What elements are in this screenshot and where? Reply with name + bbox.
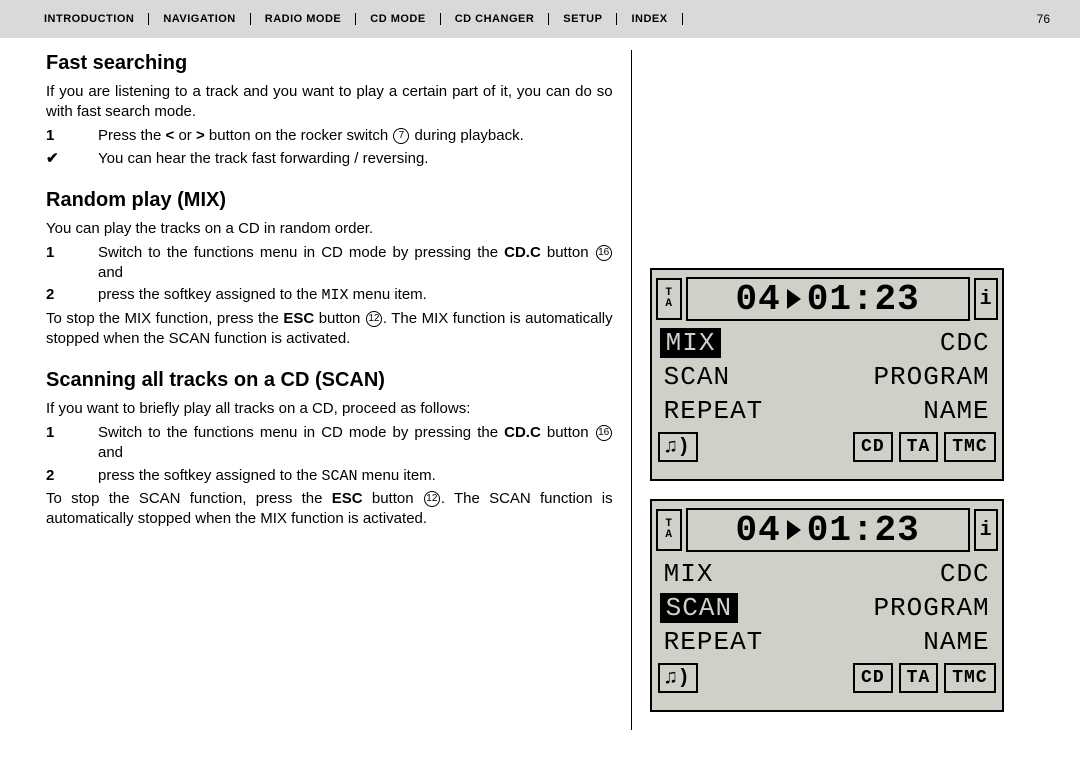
main-content: Fast searching If you are listening to a… (0, 38, 1080, 730)
play-icon (787, 289, 801, 309)
ref-16-icon: 16 (596, 245, 612, 261)
music-note-icon: ♫) (658, 432, 698, 462)
heading-scan: Scanning all tracks on a CD (SCAN) (46, 367, 613, 393)
paragraph: To stop the MIX function, press the ESC … (46, 309, 613, 349)
paragraph: You can play the tracks on a CD in rando… (46, 219, 613, 239)
step-2: 2 press the softkey assigned to the MIX … (46, 285, 613, 306)
nav-cd-changer[interactable]: Cd Changer (441, 13, 550, 25)
nav-radio-mode[interactable]: Radio Mode (251, 13, 357, 25)
heading-random-play: Random play (MIX) (46, 187, 613, 213)
paragraph: If you want to briefly play all tracks o… (46, 399, 613, 419)
cd-indicator: CD (853, 663, 893, 693)
lcd-display-mix: TA 04 01:23 i MIX CDC SCAN PROGRAM (650, 268, 1004, 481)
softkey-mix: MIX (660, 328, 722, 358)
softkey-program: PROGRAM (869, 593, 993, 623)
result-row: ✔ You can hear the track fast forwarding… (46, 149, 613, 169)
text-column: Fast searching If you are listening to a… (46, 50, 632, 730)
track-time-display: 04 01:23 (686, 508, 970, 552)
cd-indicator: CD (853, 432, 893, 462)
ta-bottom-indicator: TA (899, 663, 939, 693)
section-scan: Scanning all tracks on a CD (SCAN) If yo… (46, 367, 613, 529)
ta-indicator: TA (656, 509, 682, 551)
nav-setup[interactable]: Setup (549, 13, 617, 25)
ref-7-icon: 7 (393, 128, 409, 144)
tmc-indicator: TMC (944, 663, 995, 693)
step-text: Press the < or > button on the rocker sw… (98, 126, 613, 146)
step-text: Switch to the functions menu in CD mode … (98, 243, 613, 283)
ref-12-icon: 12 (366, 311, 382, 327)
ref-16-icon: 16 (596, 425, 612, 441)
heading-fast-searching: Fast searching (46, 50, 613, 76)
ref-12-icon: 12 (424, 491, 440, 507)
paragraph: If you are listening to a track and you … (46, 82, 613, 122)
step-1: 1 Switch to the functions menu in CD mod… (46, 423, 613, 463)
softkey-repeat: REPEAT (660, 627, 768, 657)
page-number: 76 (1031, 12, 1050, 26)
section-random-play: Random play (MIX) You can play the track… (46, 187, 613, 349)
step-1: 1 Press the < or > button on the rocker … (46, 126, 613, 146)
nav-index[interactable]: Index (617, 13, 682, 25)
nav-introduction[interactable]: Introduction (30, 13, 149, 25)
step-number: 1 (46, 423, 98, 463)
softkey-scan: SCAN (660, 362, 734, 392)
ta-indicator: TA (656, 278, 682, 320)
checkmark-icon: ✔ (46, 149, 98, 169)
step-2: 2 press the softkey assigned to the SCAN… (46, 466, 613, 487)
lcd-display-scan: TA 04 01:23 i MIX CDC SCAN PROGRAM (650, 499, 1004, 712)
softkey-cdc: CDC (936, 559, 994, 589)
softkey-scan: SCAN (660, 593, 738, 623)
softkey-cdc: CDC (936, 328, 994, 358)
top-nav: Introduction Navigation Radio Mode Cd Mo… (0, 0, 1080, 38)
play-icon (787, 520, 801, 540)
step-number: 1 (46, 126, 98, 146)
step-text: Switch to the functions menu in CD mode … (98, 423, 613, 463)
step-number: 2 (46, 466, 98, 487)
step-text: press the softkey assigned to the SCAN m… (98, 466, 613, 487)
section-fast-searching: Fast searching If you are listening to a… (46, 50, 613, 169)
step-text: press the softkey assigned to the MIX me… (98, 285, 613, 306)
softkey-name: NAME (919, 627, 993, 657)
paragraph: To stop the SCAN function, press the ESC… (46, 489, 613, 529)
ta-bottom-indicator: TA (899, 432, 939, 462)
softkey-name: NAME (919, 396, 993, 426)
softkey-repeat: REPEAT (660, 396, 768, 426)
nav-navigation[interactable]: Navigation (149, 13, 250, 25)
tmc-indicator: TMC (944, 432, 995, 462)
music-note-icon: ♫) (658, 663, 698, 693)
result-text: You can hear the track fast forwarding /… (98, 149, 613, 169)
illustration-column: TA 04 01:23 i MIX CDC SCAN PROGRAM (632, 50, 1050, 730)
step-number: 1 (46, 243, 98, 283)
nav-cd-mode[interactable]: Cd Mode (356, 13, 440, 25)
right-arrow-icon: > (196, 127, 205, 144)
info-indicator: i (974, 278, 998, 320)
step-number: 2 (46, 285, 98, 306)
softkey-program: PROGRAM (869, 362, 993, 392)
step-1: 1 Switch to the functions menu in CD mod… (46, 243, 613, 283)
track-time-display: 04 01:23 (686, 277, 970, 321)
left-arrow-icon: < (166, 127, 175, 144)
softkey-mix: MIX (660, 559, 718, 589)
info-indicator: i (974, 509, 998, 551)
